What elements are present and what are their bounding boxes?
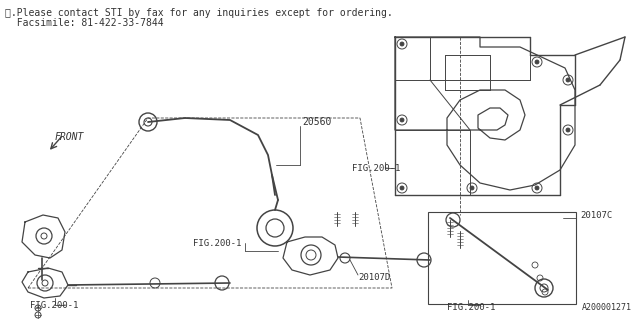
Text: A200001271: A200001271	[582, 303, 632, 312]
Text: 20107D: 20107D	[358, 274, 390, 283]
Circle shape	[535, 60, 539, 64]
Text: ※.Please contact STI by fax for any inquiries except for ordering.: ※.Please contact STI by fax for any inqu…	[5, 8, 393, 18]
Bar	[428, 212, 576, 304]
Text: FIG.200-1: FIG.200-1	[193, 238, 241, 247]
Circle shape	[566, 128, 570, 132]
Text: 20107C: 20107C	[580, 211, 612, 220]
Circle shape	[400, 186, 404, 190]
Text: Facsimile: 81-422-33-7844: Facsimile: 81-422-33-7844	[5, 18, 164, 28]
Text: FRONT: FRONT	[55, 132, 84, 142]
Text: 20560: 20560	[302, 117, 332, 127]
Circle shape	[470, 186, 474, 190]
Text: FIG.200-1: FIG.200-1	[30, 300, 78, 309]
Circle shape	[400, 42, 404, 46]
Circle shape	[400, 118, 404, 122]
Text: FIG.200-1: FIG.200-1	[447, 303, 495, 313]
Text: FIG.200-1: FIG.200-1	[352, 164, 401, 172]
Circle shape	[535, 186, 539, 190]
Circle shape	[566, 78, 570, 82]
